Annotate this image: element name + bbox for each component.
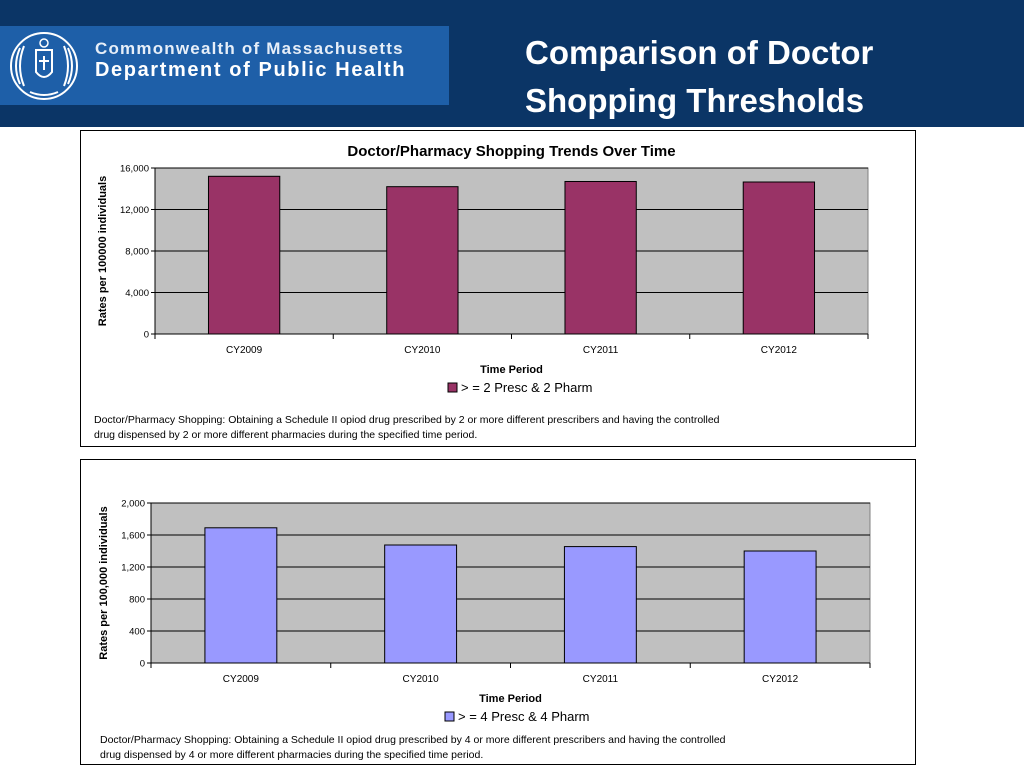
chart-2-bar: [563, 546, 637, 664]
chart-panel-1: Doctor/Pharmacy Shopping Trends Over Tim…: [80, 130, 916, 447]
chart-1-footnote: Doctor/Pharmacy Shopping: Obtaining a Sc…: [94, 414, 720, 441]
chart-2-footnote: Doctor/Pharmacy Shopping: Obtaining a Sc…: [100, 734, 726, 761]
chart-1-x-tick-label: CY2012: [761, 345, 798, 356]
chart-1-y-tick-label: 16,000: [120, 164, 149, 175]
dph-logo: Commonwealth of Massachusetts Department…: [0, 26, 449, 105]
chart-1-bar: [207, 175, 281, 335]
chart-2-y-tick-label: 1,200: [121, 563, 145, 574]
chart-1-x-axis-label: Time Period: [480, 364, 543, 376]
chart-2-y-axis-label: Rates per 100,000 individuals: [98, 506, 110, 659]
chart-2-bar: [384, 544, 458, 664]
chart-panel-2: 0 400 800 1,200 1,600 2,000 CY2009 CY2010 CY2011…: [80, 459, 916, 765]
chart-1-y-axis-label: Rates per 100000 individuals: [97, 176, 109, 326]
chart-2-bar: [204, 527, 278, 664]
chart-2-x-tick-label: CY2011: [583, 674, 619, 685]
chart-2-x-tick-label: CY2010: [403, 674, 440, 685]
chart-1-y-tick-label: 8,000: [125, 247, 149, 258]
chart-1: Doctor/Pharmacy Shopping Trends Over Tim…: [97, 143, 869, 395]
chart-2-x-tick-label: CY2012: [762, 674, 799, 685]
org-name-line2: Department of Public Health: [95, 59, 407, 81]
chart-1-x-tick-label: CY2011: [583, 345, 619, 356]
chart-1-title: Doctor/Pharmacy Shopping Trends Over Tim…: [347, 143, 675, 160]
chart-2-y-tick-label: 800: [129, 595, 145, 606]
chart-2-y-tick-label: 0: [140, 659, 145, 670]
chart-2-y-tick-label: 2,000: [121, 499, 145, 510]
chart-2-x-axis-label: Time Period: [479, 693, 542, 705]
chart-2-bar: [743, 550, 817, 664]
chart-1-x-tick-label: CY2010: [404, 345, 441, 356]
chart-1-bar: [742, 181, 816, 335]
chart-2-y-tick-label: 400: [129, 627, 145, 638]
chart-2-legend-label: > = 4 Presc & 4 Pharm: [458, 709, 590, 724]
chart-2: 0 400 800 1,200 1,600 2,000 CY2009 CY2010 CY2011…: [98, 499, 871, 724]
chart-1-y-tick-label: 4,000: [125, 288, 149, 299]
org-name-line1: Commonwealth of Massachusetts: [95, 39, 404, 58]
page-title: Comparison of Doctor Shopping Thresholds: [525, 34, 874, 119]
chart-2-x-tick-label: CY2009: [223, 674, 260, 685]
chart-1-x-tick-label: CY2009: [226, 345, 263, 356]
state-seal-icon: [10, 32, 78, 100]
chart-1-bar: [386, 186, 459, 335]
chart-1-y-tick-label: 12,000: [120, 205, 149, 216]
chart-2-y-tick-label: 1,600: [121, 531, 145, 542]
chart-1-legend-label: > = 2 Presc & 2 Pharm: [461, 380, 593, 395]
chart-2-legend-swatch: [444, 711, 455, 722]
chart-1-y-tick-label: 0: [144, 330, 149, 341]
chart-1-bar: [564, 180, 637, 335]
header-bar: Commonwealth of Massachusetts Department…: [0, 0, 1024, 127]
chart-1-legend-swatch: [447, 382, 458, 393]
